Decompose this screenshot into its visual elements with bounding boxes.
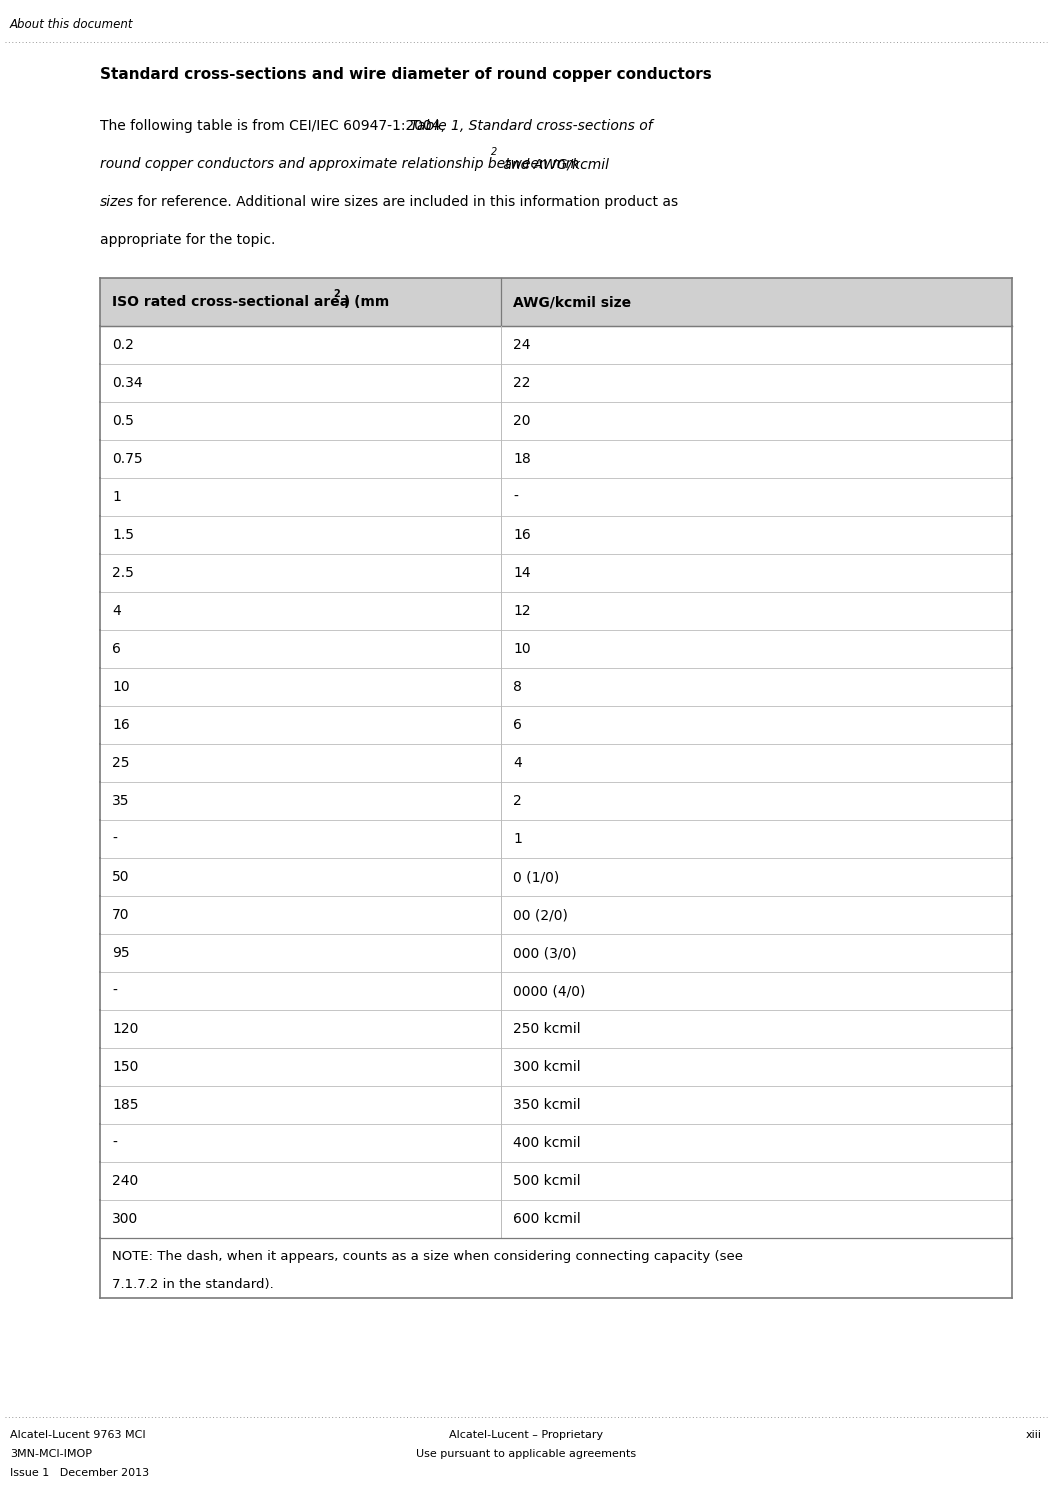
Text: The following table is from CEI/IEC 60947-1:2004,: The following table is from CEI/IEC 6094…: [100, 119, 449, 132]
Text: 0.2: 0.2: [112, 338, 134, 352]
Text: 25: 25: [112, 755, 129, 770]
Text: 350 kcmil: 350 kcmil: [513, 1097, 581, 1112]
Text: 000 (3/0): 000 (3/0): [513, 946, 576, 961]
Text: 1.5: 1.5: [112, 528, 134, 541]
Text: -: -: [112, 1136, 117, 1149]
Bar: [100, 278, 1012, 326]
Text: 240: 240: [112, 1175, 138, 1188]
Text: appropriate for the topic.: appropriate for the topic.: [100, 233, 276, 247]
Text: xiii: xiii: [1026, 1430, 1041, 1439]
Text: 4: 4: [112, 604, 121, 619]
Text: 6: 6: [513, 718, 522, 732]
Text: 16: 16: [513, 528, 531, 541]
Text: 0.75: 0.75: [112, 452, 143, 465]
Text: -: -: [112, 833, 117, 846]
Text: 400 kcmil: 400 kcmil: [513, 1136, 581, 1149]
Text: -: -: [513, 491, 519, 504]
Text: 6: 6: [112, 642, 121, 656]
Text: 2: 2: [513, 794, 522, 807]
Text: 500 kcmil: 500 kcmil: [513, 1175, 581, 1188]
Text: 2: 2: [333, 288, 340, 299]
Text: 00 (2/0): 00 (2/0): [513, 909, 568, 922]
Text: 0 (1/0): 0 (1/0): [513, 870, 560, 883]
Text: About this document: About this document: [11, 18, 134, 31]
Text: 4: 4: [513, 755, 522, 770]
Text: Standard cross-sections and wire diameter of round copper conductors: Standard cross-sections and wire diamete…: [100, 67, 712, 82]
Text: 0000 (4/0): 0000 (4/0): [513, 984, 586, 998]
Text: Alcatel-Lucent – Proprietary: Alcatel-Lucent – Proprietary: [449, 1430, 603, 1439]
Text: 14: 14: [513, 567, 531, 580]
Text: for reference. Additional wire sizes are included in this information product as: for reference. Additional wire sizes are…: [133, 195, 679, 210]
Text: sizes: sizes: [100, 195, 134, 210]
Text: 150: 150: [112, 1060, 139, 1074]
Text: 600 kcmil: 600 kcmil: [513, 1212, 581, 1225]
Text: Alcatel-Lucent 9763 MCI: Alcatel-Lucent 9763 MCI: [11, 1430, 145, 1439]
Text: 16: 16: [112, 718, 129, 732]
Text: 24: 24: [513, 338, 531, 352]
Text: and AWG/kcmil: and AWG/kcmil: [499, 158, 609, 171]
Text: 3MN-MCI-IMOP: 3MN-MCI-IMOP: [11, 1448, 92, 1459]
Text: ISO rated cross-sectional area (mm: ISO rated cross-sectional area (mm: [112, 294, 389, 309]
Text: 2.5: 2.5: [112, 567, 134, 580]
Text: 300: 300: [112, 1212, 138, 1225]
Text: NOTE: The dash, when it appears, counts as a size when considering connecting ca: NOTE: The dash, when it appears, counts …: [112, 1251, 743, 1262]
Text: 0.5: 0.5: [112, 413, 134, 428]
Text: 10: 10: [513, 642, 531, 656]
Text: 95: 95: [112, 946, 129, 961]
Text: 1: 1: [112, 491, 121, 504]
Text: 2: 2: [490, 147, 497, 158]
Text: 8: 8: [513, 680, 522, 694]
Text: 300 kcmil: 300 kcmil: [513, 1060, 581, 1074]
Text: 22: 22: [513, 376, 531, 390]
Text: 250 kcmil: 250 kcmil: [513, 1022, 581, 1036]
Text: Table 1, Standard cross-sections of: Table 1, Standard cross-sections of: [410, 119, 652, 132]
Text: round copper conductors and approximate relationship between mm: round copper conductors and approximate …: [100, 158, 579, 171]
Text: 10: 10: [112, 680, 129, 694]
Text: 7.1.7.2 in the standard).: 7.1.7.2 in the standard).: [112, 1277, 274, 1291]
Text: 12: 12: [513, 604, 531, 619]
Text: 18: 18: [513, 452, 531, 465]
Text: 20: 20: [513, 413, 531, 428]
Text: 0.34: 0.34: [112, 376, 143, 390]
Text: Use pursuant to applicable agreements: Use pursuant to applicable agreements: [416, 1448, 636, 1459]
Text: ): ): [340, 294, 350, 309]
Text: AWG/kcmil size: AWG/kcmil size: [513, 294, 631, 309]
Text: 35: 35: [112, 794, 129, 807]
Text: 70: 70: [112, 909, 129, 922]
Text: 1: 1: [513, 833, 522, 846]
Text: -: -: [112, 984, 117, 998]
Text: 185: 185: [112, 1097, 139, 1112]
Text: 50: 50: [112, 870, 129, 883]
Text: 120: 120: [112, 1022, 139, 1036]
Text: Issue 1   December 2013: Issue 1 December 2013: [11, 1468, 149, 1478]
